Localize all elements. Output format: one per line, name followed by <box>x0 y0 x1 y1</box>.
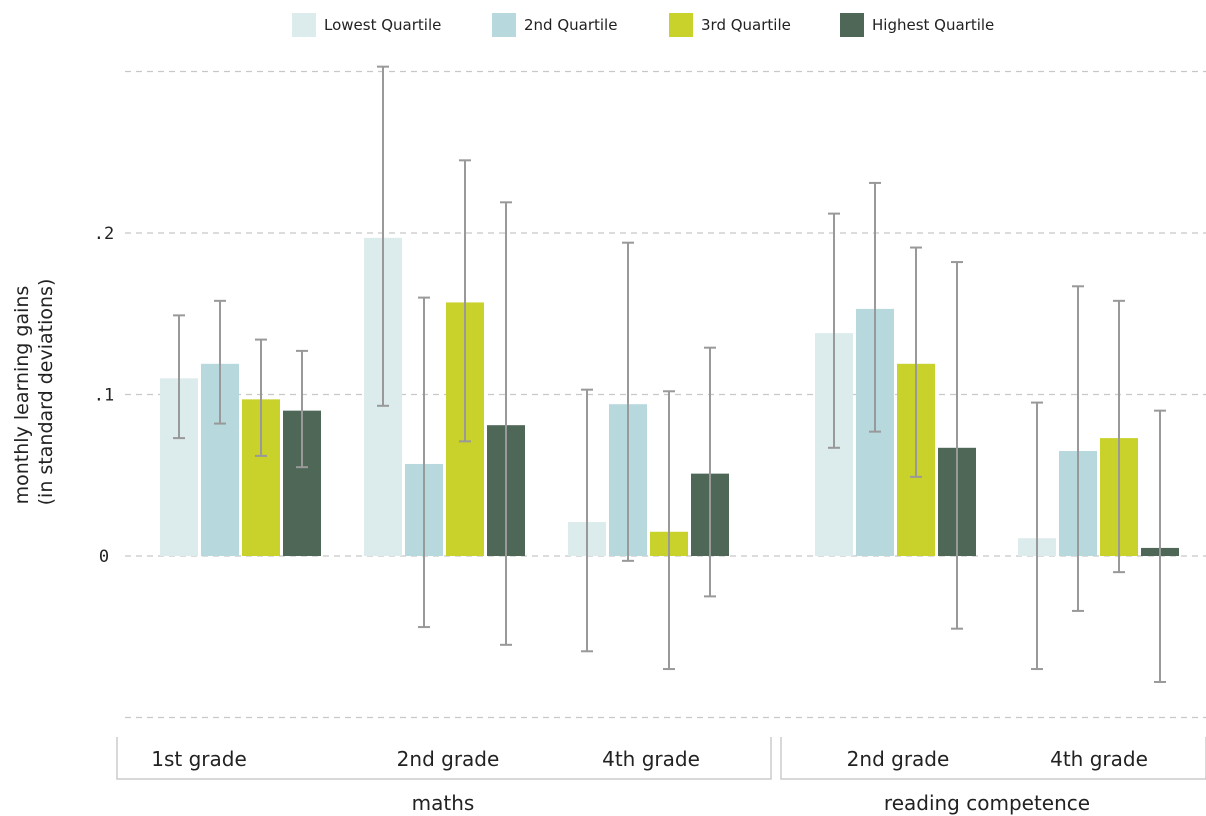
x-axis-groups: 1st grade 2nd grade 4th grade maths 2nd grad… <box>116 737 1206 815</box>
legend-label: 2nd Quartile <box>524 16 617 34</box>
x-group-label: 4th grade <box>602 747 700 771</box>
y-axis-ticks: 0 .1 .2 <box>94 224 114 567</box>
x-group-label: 4th grade <box>1050 747 1148 771</box>
gridlines <box>125 70 1206 719</box>
x-group-label: 2nd grade <box>847 747 950 771</box>
y-tick-label: .1 <box>94 386 114 406</box>
legend-label: 3rd Quartile <box>701 16 791 34</box>
subject-bracket <box>780 737 1206 780</box>
x-group-label: 2nd grade <box>397 747 500 771</box>
legend-label: Lowest Quartile <box>324 16 441 34</box>
legend-swatch <box>292 13 316 37</box>
legend-swatch <box>669 13 693 37</box>
y-axis-title-line2: (in standard deviations) <box>35 279 57 506</box>
y-tick-label: 0 <box>99 547 109 567</box>
error-bars <box>173 65 1166 683</box>
x-subject-label: maths <box>412 791 475 815</box>
y-axis-title: monthly learning gains (in standard devi… <box>11 279 57 506</box>
legend-swatch <box>492 13 516 37</box>
y-tick-label: .2 <box>94 224 114 244</box>
subject-bracket <box>116 737 772 780</box>
x-subject-label: reading competence <box>884 791 1090 815</box>
legend-swatch <box>840 13 864 37</box>
legend: Lowest Quartile 2nd Quartile 3rd Quartile H… <box>292 13 994 37</box>
y-axis-title-line1: monthly learning gains <box>11 286 33 505</box>
x-group-label: 1st grade <box>151 747 247 771</box>
legend-label: Highest Quartile <box>872 16 994 34</box>
